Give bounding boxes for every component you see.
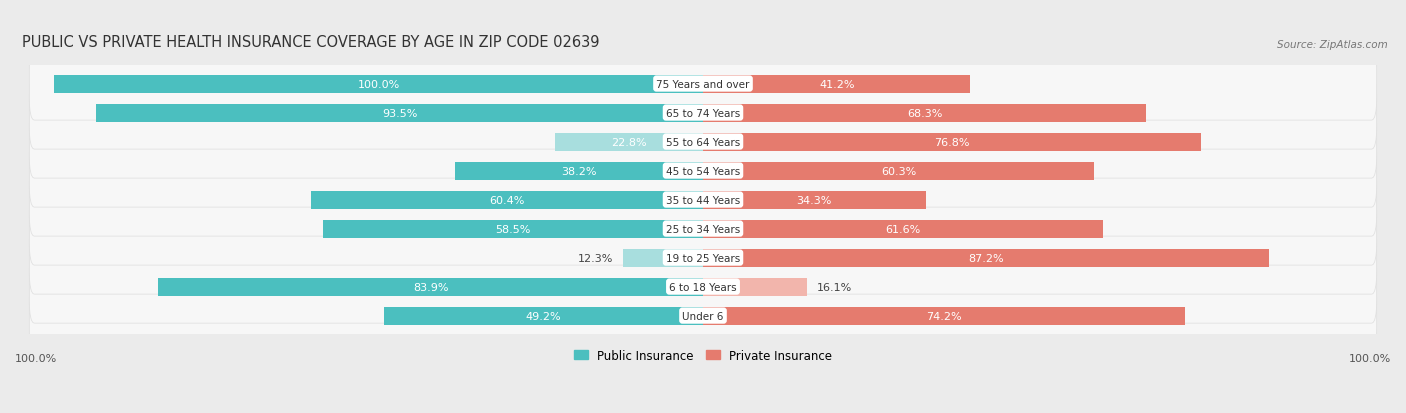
Text: 100.0%: 100.0% xyxy=(1348,354,1391,363)
Text: 22.8%: 22.8% xyxy=(612,137,647,147)
FancyBboxPatch shape xyxy=(30,164,1376,237)
Text: 68.3%: 68.3% xyxy=(907,108,942,118)
Text: 41.2%: 41.2% xyxy=(818,79,855,89)
Text: 45 to 54 Years: 45 to 54 Years xyxy=(666,166,740,176)
FancyBboxPatch shape xyxy=(30,77,1376,150)
Text: PUBLIC VS PRIVATE HEALTH INSURANCE COVERAGE BY AGE IN ZIP CODE 02639: PUBLIC VS PRIVATE HEALTH INSURANCE COVER… xyxy=(22,34,599,50)
Text: 87.2%: 87.2% xyxy=(969,253,1004,263)
Text: 75 Years and over: 75 Years and over xyxy=(657,79,749,89)
Text: 100.0%: 100.0% xyxy=(357,79,399,89)
Text: 58.5%: 58.5% xyxy=(495,224,531,234)
Text: 25 to 34 Years: 25 to 34 Years xyxy=(666,224,740,234)
Bar xyxy=(703,191,925,209)
Bar xyxy=(53,75,703,93)
Text: 35 to 44 Years: 35 to 44 Years xyxy=(666,195,740,205)
Text: 76.8%: 76.8% xyxy=(935,137,970,147)
FancyBboxPatch shape xyxy=(30,135,1376,208)
Text: Source: ZipAtlas.com: Source: ZipAtlas.com xyxy=(1278,39,1388,50)
Text: 16.1%: 16.1% xyxy=(817,282,852,292)
Text: 65 to 74 Years: 65 to 74 Years xyxy=(666,108,740,118)
Bar xyxy=(456,162,703,180)
FancyBboxPatch shape xyxy=(30,250,1376,323)
Text: 74.2%: 74.2% xyxy=(927,311,962,321)
Text: 61.6%: 61.6% xyxy=(886,224,921,234)
Bar xyxy=(703,104,1146,122)
Text: 12.3%: 12.3% xyxy=(578,253,613,263)
FancyBboxPatch shape xyxy=(30,48,1376,121)
Bar xyxy=(703,75,970,93)
Bar xyxy=(703,133,1202,151)
Bar xyxy=(703,249,1270,267)
Bar xyxy=(703,162,1094,180)
Text: Under 6: Under 6 xyxy=(682,311,724,321)
Bar xyxy=(323,220,703,238)
FancyBboxPatch shape xyxy=(30,106,1376,179)
FancyBboxPatch shape xyxy=(30,192,1376,266)
Text: 60.4%: 60.4% xyxy=(489,195,524,205)
Text: 38.2%: 38.2% xyxy=(561,166,596,176)
Text: 60.3%: 60.3% xyxy=(882,166,917,176)
Text: 100.0%: 100.0% xyxy=(15,354,58,363)
Bar xyxy=(159,278,703,296)
Bar xyxy=(96,104,703,122)
Text: 19 to 25 Years: 19 to 25 Years xyxy=(666,253,740,263)
Text: 6 to 18 Years: 6 to 18 Years xyxy=(669,282,737,292)
Text: 49.2%: 49.2% xyxy=(526,311,561,321)
Bar xyxy=(703,220,1102,238)
FancyBboxPatch shape xyxy=(30,279,1376,352)
Text: 83.9%: 83.9% xyxy=(413,282,449,292)
Text: 55 to 64 Years: 55 to 64 Years xyxy=(666,137,740,147)
Bar xyxy=(703,278,807,296)
Text: 34.3%: 34.3% xyxy=(797,195,832,205)
Bar xyxy=(703,307,1185,325)
Legend: Public Insurance, Private Insurance: Public Insurance, Private Insurance xyxy=(569,344,837,366)
Bar xyxy=(311,191,703,209)
FancyBboxPatch shape xyxy=(30,221,1376,294)
Bar xyxy=(555,133,703,151)
Bar xyxy=(623,249,703,267)
Bar xyxy=(384,307,703,325)
Text: 93.5%: 93.5% xyxy=(382,108,418,118)
